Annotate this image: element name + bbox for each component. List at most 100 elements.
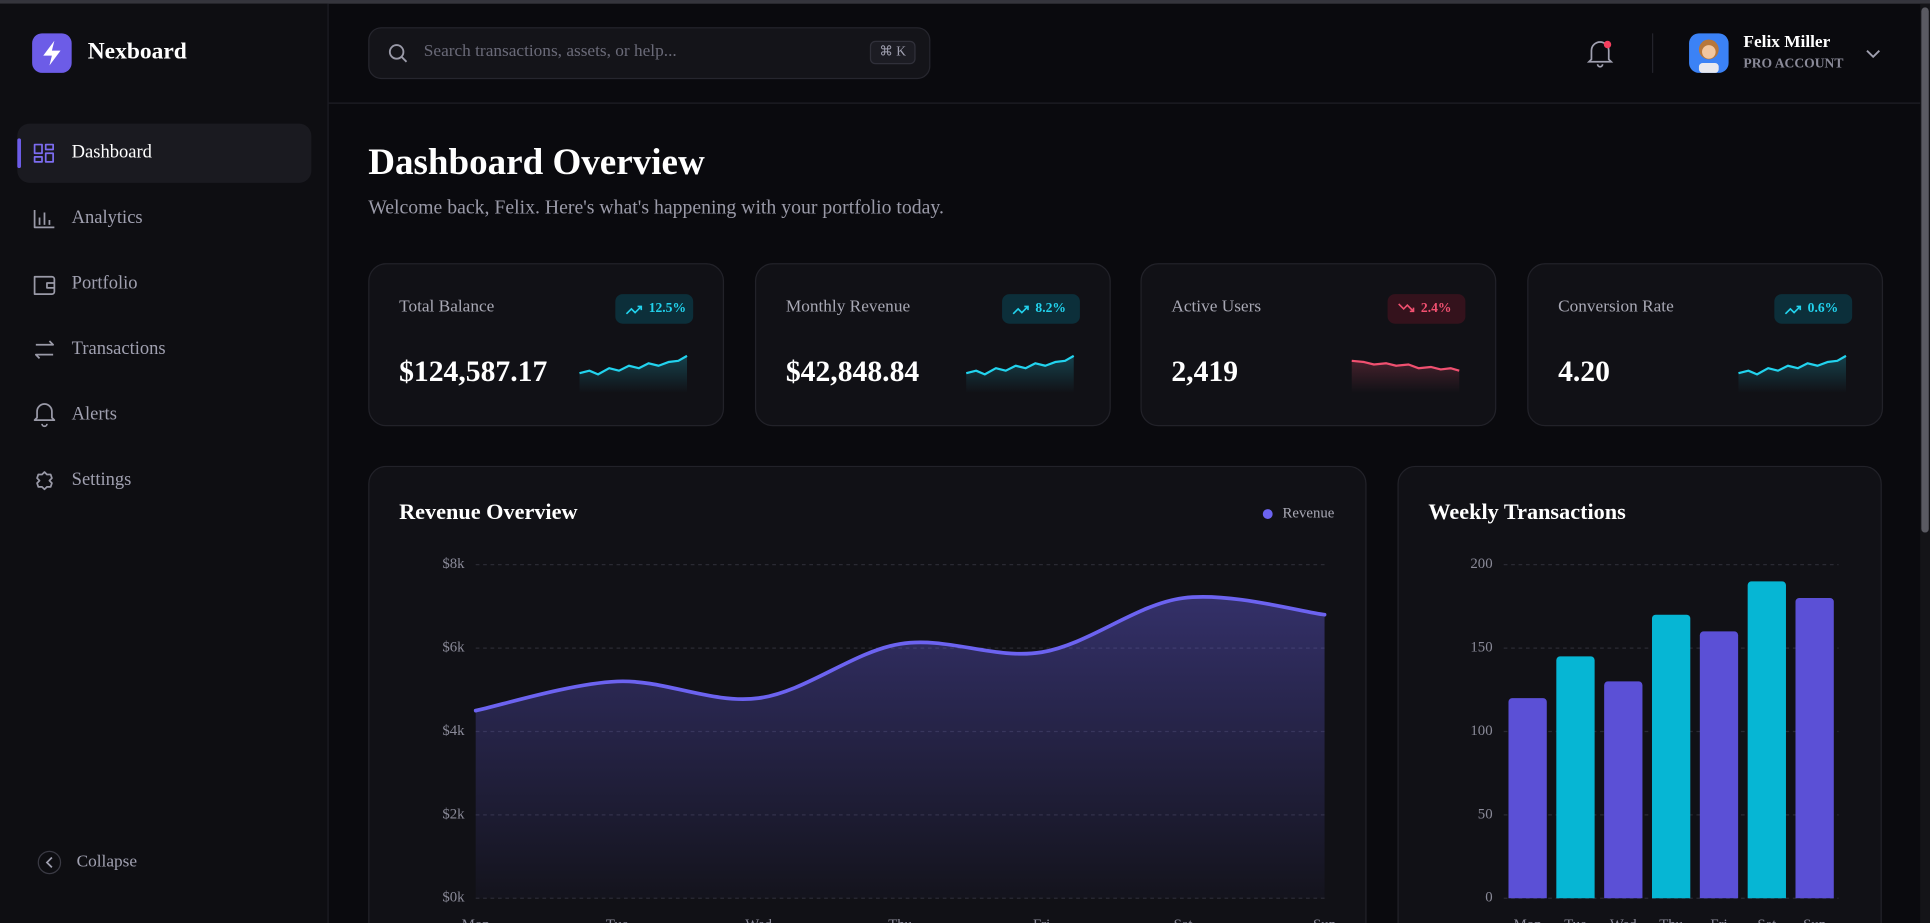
user-name[interactable]: Felix Miller (1743, 32, 1830, 51)
kpi-label: Active Users (1171, 297, 1261, 316)
kpi-sparkline (1738, 354, 1847, 376)
chart-row: Revenue Overview $0k $2k $4k $6k $8k Mon Tue Wed… (368, 465, 1882, 923)
kpi-label: Total Balance (399, 297, 495, 316)
x-tick-label: Mon (1514, 917, 1543, 923)
window-edge (0, 0, 1930, 4)
avatar-body (1698, 63, 1719, 73)
kpi-sparkline (579, 354, 688, 376)
kpi-trend-icon (1784, 305, 1802, 315)
y-tick-label: $2k (442, 806, 465, 822)
y-tick-label: $6k (442, 639, 465, 655)
collapse-button[interactable]: Collapse (77, 851, 138, 870)
x-tick-label: Fri (1710, 917, 1727, 923)
y-tick-label: 150 (1470, 639, 1492, 655)
nav-active-bg (17, 123, 312, 183)
legend-label[interactable]: Revenue (1283, 505, 1335, 521)
shortcut-badge (869, 40, 916, 65)
nav-item[interactable]: Settings (72, 469, 132, 490)
x-tick-label: Sun (1313, 917, 1337, 923)
y-tick-label: 50 (1478, 806, 1493, 822)
bar[interactable] (1508, 698, 1547, 899)
kpi-change: 2.4% (1421, 300, 1452, 315)
x-tick-label: Mon (462, 917, 491, 923)
kpi-change: 8.2% (1035, 300, 1066, 315)
kpi-badge (615, 294, 694, 324)
nav-icon (33, 143, 54, 163)
search-box[interactable] (368, 27, 931, 80)
kpi-change: 12.5% (649, 300, 686, 315)
kpi-value: 2,419 (1171, 356, 1238, 388)
search-placeholder[interactable]: Search transactions, assets, or help... (424, 41, 677, 60)
x-tick-label: Fri (1033, 917, 1050, 923)
y-tick-label: $0k (442, 890, 465, 906)
nav-item[interactable]: Analytics (72, 207, 143, 228)
user-menu-chevron[interactable] (1866, 50, 1880, 59)
nav-item[interactable]: Transactions (72, 338, 166, 359)
kpi-card[interactable] (754, 263, 1111, 427)
kpi-badge (1002, 294, 1080, 324)
kpi-label: Conversion Rate (1558, 297, 1674, 316)
shortcut-text: ⌘ K (879, 44, 906, 59)
area-fill (475, 596, 1325, 899)
bar[interactable] (1699, 631, 1739, 899)
x-tick-label: Sun (1803, 917, 1827, 923)
chart-title: Revenue Overview (399, 499, 577, 524)
collapse-chevron (45, 856, 53, 869)
scrollbar-thumb[interactable] (1921, 7, 1929, 533)
notification-bell[interactable] (1586, 41, 1614, 68)
legend-swatch (1262, 509, 1273, 519)
nav-item[interactable]: Alerts (72, 403, 117, 424)
bar[interactable] (1556, 656, 1595, 899)
page-title: Dashboard Overview (368, 142, 705, 183)
avatar-face (1702, 45, 1716, 59)
kpi-trend-icon (1012, 305, 1029, 315)
y-tick-label: $8k (442, 556, 465, 572)
x-tick-label: Sat (1757, 917, 1777, 923)
nav-icon (34, 340, 54, 359)
bar[interactable] (1604, 681, 1643, 899)
page-subtitle: Welcome back, Felix. Here's what's happe… (368, 196, 944, 218)
kpi-value: 4.20 (1558, 356, 1610, 388)
kpi-sparkline-area (1738, 355, 1846, 393)
kpi-badge (1387, 294, 1466, 324)
x-tick-label: Wed (1610, 917, 1637, 923)
user-plan: PRO ACCOUNT (1743, 55, 1843, 70)
x-tick-label: Tue (606, 917, 629, 923)
x-tick-label: Wed (745, 917, 772, 923)
chart-title: Weekly Transactions (1428, 499, 1626, 524)
y-tick-label: 100 (1470, 723, 1492, 739)
kpi-sparkline (965, 354, 1075, 376)
nav-item[interactable]: Portfolio (72, 272, 138, 293)
y-tick-label: 0 (1485, 890, 1492, 906)
notification-dot (1603, 40, 1612, 49)
nav-active-indicator (17, 138, 22, 169)
bar[interactable] (1651, 614, 1691, 899)
search-icon-handle (400, 56, 408, 63)
nav-icon (33, 210, 55, 229)
brand-icon (43, 40, 61, 66)
y-tick-label: $4k (442, 723, 465, 739)
kpi-sparkline-area (579, 355, 687, 393)
kpi-card[interactable] (1140, 263, 1497, 427)
kpi-row: Total Balance $124,587.17 12.5% Monthly Rev… (368, 263, 1884, 427)
kpi-badge (1774, 294, 1853, 324)
kpi-card[interactable] (1527, 263, 1884, 427)
bar[interactable] (1795, 598, 1834, 899)
kpi-sparkline (1351, 359, 1460, 372)
y-tick-label: 200 (1470, 556, 1492, 572)
collapse-icon[interactable] (37, 850, 62, 875)
search-icon (388, 44, 405, 60)
kpi-trend-icon (625, 305, 643, 315)
bar[interactable] (1747, 581, 1786, 899)
kpi-sparkline-area (966, 355, 1074, 393)
x-tick-label: Thu (888, 917, 912, 923)
kpi-value: $42,848.84 (786, 356, 920, 388)
nav: Dashboard Analytics Portfolio Transactions A… (17, 123, 312, 491)
nav-item[interactable]: Dashboard (72, 141, 153, 162)
brand-name[interactable]: Nexboard (88, 39, 187, 65)
kpi-label: Monthly Revenue (786, 297, 911, 316)
kpi-card[interactable] (368, 263, 725, 427)
